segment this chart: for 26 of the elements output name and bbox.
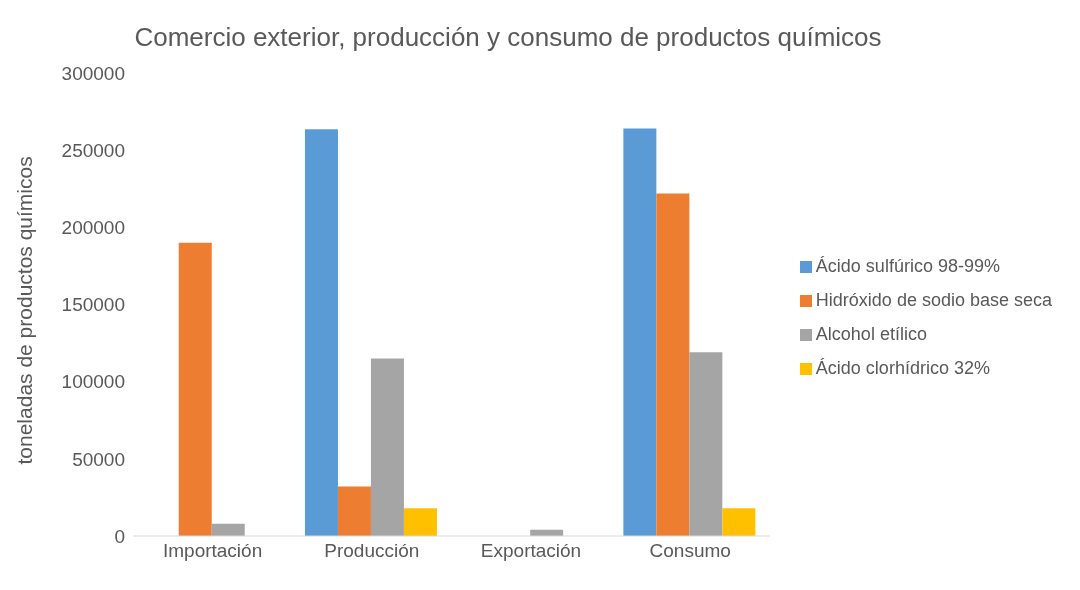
bar bbox=[689, 352, 723, 536]
x-tick-label: Consumo bbox=[649, 540, 731, 562]
bar bbox=[337, 486, 371, 536]
bar bbox=[304, 129, 338, 536]
y-tick-label: 100000 bbox=[61, 371, 125, 393]
y-tick-label: 50000 bbox=[72, 448, 125, 470]
chart-title: Comercio exterior, producción y consumo de productos químicos bbox=[133, 21, 883, 53]
y-tick-label: 250000 bbox=[61, 139, 125, 161]
y-tick-label: 300000 bbox=[61, 62, 125, 84]
y-tick-label: 0 bbox=[114, 525, 125, 547]
legend-label: Alcohol etílico bbox=[815, 324, 927, 344]
y-axis-title: toneladas de productos químicos bbox=[13, 156, 37, 465]
bar bbox=[403, 508, 437, 536]
x-tick-label: Exportación bbox=[480, 540, 582, 562]
bar bbox=[623, 128, 657, 536]
x-tick-label: Producción bbox=[324, 540, 420, 562]
y-tick-label: 200000 bbox=[61, 217, 125, 239]
bar bbox=[656, 193, 690, 536]
bar bbox=[178, 242, 212, 536]
legend-label: Hidróxido de sodio base seca bbox=[815, 290, 1052, 310]
bar bbox=[722, 508, 756, 536]
legend-label: Ácido clorhídrico 32% bbox=[815, 358, 990, 378]
y-tick-label: 150000 bbox=[61, 294, 125, 316]
x-tick-label: Importación bbox=[162, 540, 263, 562]
legend-label: Ácido sulfúrico 98-99% bbox=[815, 256, 1000, 276]
bar bbox=[370, 358, 404, 536]
